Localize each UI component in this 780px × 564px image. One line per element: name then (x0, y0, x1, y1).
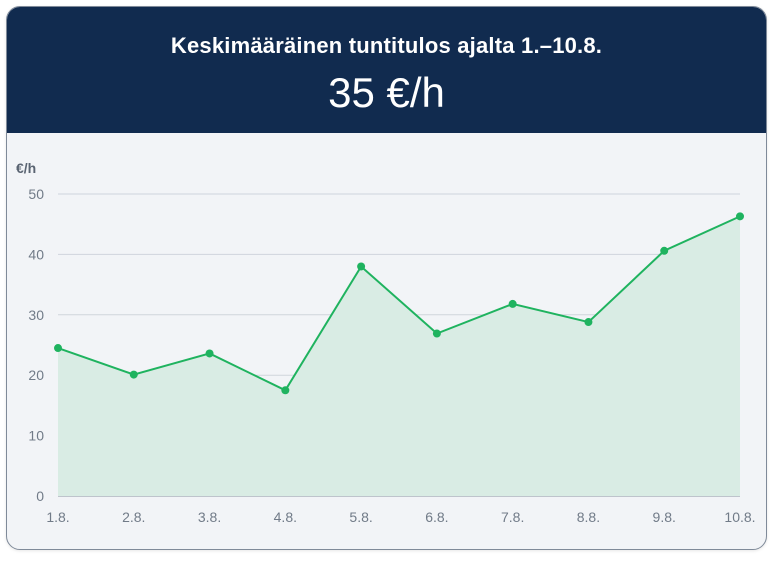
x-tick-label: 3.8. (198, 509, 221, 525)
y-tick-label: 20 (28, 367, 44, 383)
data-point (660, 246, 669, 255)
x-tick-label: 2.8. (122, 509, 145, 525)
data-point (508, 299, 517, 308)
y-tick-label: 30 (28, 307, 44, 323)
x-tick-label: 4.8. (274, 509, 297, 525)
x-tick-label: 5.8. (349, 509, 372, 525)
data-point (281, 386, 290, 395)
chart-title: Keskimääräinen tuntitulos ajalta 1.–10.8… (170, 33, 603, 58)
y-axis-ticks: 0 10 20 30 40 50 (28, 186, 44, 504)
average-value: 35 €/h (328, 69, 445, 116)
data-point (205, 349, 214, 358)
data-point (736, 212, 744, 221)
data-points (54, 212, 744, 395)
series-line (57, 215, 741, 392)
x-tick-label: 8.8. (577, 509, 600, 525)
data-point (357, 262, 366, 271)
x-tick-label: 1.8. (46, 509, 69, 525)
y-tick-label: 0 (36, 488, 44, 504)
x-tick-label: 10.8. (724, 509, 755, 525)
x-axis-ticks: 1.8. 2.8. 3.8. 4.8. 5.8. 6.8. 7.8. 8.8. 9.8. 10.8… (46, 509, 755, 525)
data-point (584, 318, 593, 327)
data-point (54, 344, 62, 353)
y-tick-label: 40 (28, 246, 44, 262)
y-tick-label: 50 (28, 186, 44, 202)
data-point (129, 370, 138, 379)
area-fill (58, 216, 740, 496)
y-tick-label: 10 (28, 428, 44, 444)
header-banner: Keskimääräinen tuntitulos ajalta 1.–10.8… (7, 7, 766, 133)
x-tick-label: 9.8. (653, 509, 676, 525)
x-tick-label: 7.8. (501, 509, 524, 525)
y-axis-unit: €/h (16, 160, 36, 176)
x-tick-label: 6.8. (425, 509, 448, 525)
data-point (432, 329, 441, 338)
